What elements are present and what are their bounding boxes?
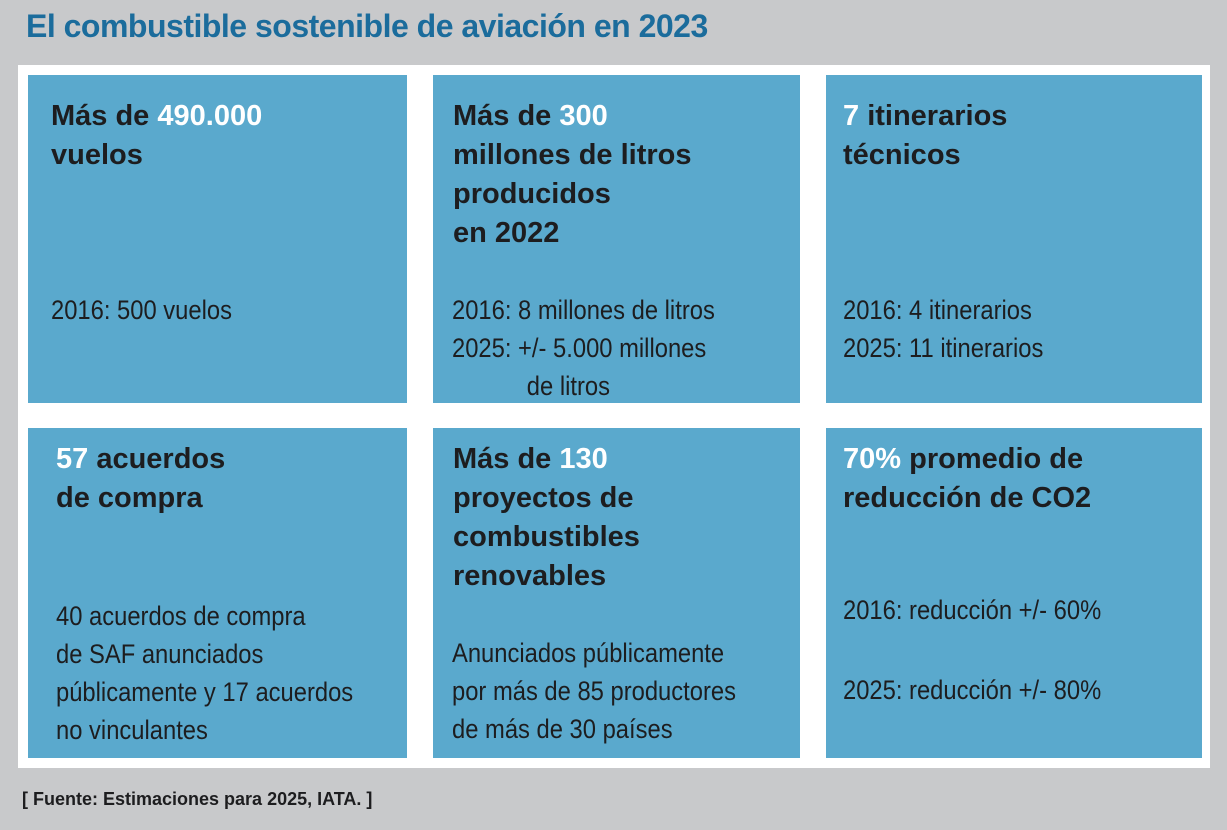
headline-highlight: 130 <box>559 443 608 475</box>
stats-grid: Más de 490.000 vuelos 2016: 500 vuelos M… <box>18 65 1210 768</box>
card-headline: Más de 490.000 vuelos <box>51 97 407 175</box>
detail-line: 2025: 11 itinerarios <box>843 333 1044 363</box>
headline-line: producidos <box>453 178 611 210</box>
headline-line: de compra <box>56 482 203 514</box>
detail-line: públicamente y 17 acuerdos <box>56 677 354 707</box>
headline-line: combustibles <box>453 521 640 553</box>
page-title: El combustible sostenible de aviación en… <box>26 8 708 44</box>
card-headline: 57 acuerdos de compra <box>56 440 407 518</box>
headline-suffix: acuerdos <box>88 443 226 475</box>
card-details: 2025: reducción +/- 80% <box>843 671 1101 709</box>
headline-highlight: 490.000 <box>157 100 263 132</box>
headline-line: en 2022 <box>453 217 560 249</box>
detail-line: 2025: reducción +/- 80% <box>843 675 1102 705</box>
detail-line: por más de 85 productores <box>452 676 736 706</box>
detail-line: no vinculantes <box>56 715 208 745</box>
headline-highlight: 57 <box>56 443 89 475</box>
card-details: 2016: 4 itinerarios 2025: 11 itinerarios <box>843 291 1043 367</box>
detail-line: de litros <box>526 371 611 401</box>
card-headline: 70% promedio de reducción de CO2 <box>843 440 1202 518</box>
card-proyectos: Más de 130 proyectos de combustibles ren… <box>433 428 800 758</box>
headline-prefix: Más de <box>453 443 560 475</box>
headline-line: técnicos <box>843 139 961 171</box>
card-headline: Más de 300 millones de litros producidos… <box>453 97 800 253</box>
card-headline: Más de 130 proyectos de combustibles ren… <box>453 440 800 596</box>
headline-prefix: Más de <box>51 100 158 132</box>
detail-line: 2016: 8 millones de litros <box>452 295 715 325</box>
headline-line: reducción de CO2 <box>843 482 1092 514</box>
detail-line: de SAF anunciados <box>56 639 264 669</box>
card-itinerarios: 7 itinerarios técnicos 2016: 4 itinerari… <box>826 75 1202 403</box>
card-vuelos: Más de 490.000 vuelos 2016: 500 vuelos <box>28 75 407 403</box>
detail-line: 2016: 500 vuelos <box>51 295 232 325</box>
card-details: Anunciados públicamente por más de 85 pr… <box>452 634 736 748</box>
headline-line: millones de litros <box>453 139 692 171</box>
card-headline: 7 itinerarios técnicos <box>843 97 1202 175</box>
detail-line: 2016: reducción +/- 60% <box>843 595 1102 625</box>
headline-line: vuelos <box>51 139 143 171</box>
source-note: [ Fuente: Estimaciones para 2025, IATA. … <box>22 789 373 809</box>
headline-prefix: Más de <box>453 100 560 132</box>
detail-line: de más de 30 países <box>452 714 673 744</box>
headline-highlight: 300 <box>559 100 608 132</box>
detail-line: 40 acuerdos de compra <box>56 601 306 631</box>
headline-highlight: 7 <box>843 100 860 132</box>
card-acuerdos: 57 acuerdos de compra 40 acuerdos de com… <box>28 428 407 758</box>
headline-highlight: 70% <box>843 443 902 475</box>
card-litros: Más de 300 millones de litros producidos… <box>433 75 800 403</box>
detail-line: 2016: 4 itinerarios <box>843 295 1032 325</box>
card-details: 2016: 500 vuelos <box>51 291 232 329</box>
headline-suffix: promedio de <box>901 443 1084 475</box>
headline-suffix: itinerarios <box>859 100 1008 132</box>
detail-line: Anunciados públicamente <box>452 638 725 668</box>
detail-line: 2025: +/- 5.000 millones <box>452 333 707 363</box>
card-reduccion: 70% promedio de reducción de CO2 2016: r… <box>826 428 1202 758</box>
headline-line: proyectos de <box>453 482 634 514</box>
headline-line: renovables <box>453 560 607 592</box>
card-details: 2016: 8 millones de litros 2025: +/- 5.0… <box>452 291 715 403</box>
card-details: 2016: reducción +/- 60% <box>843 591 1101 629</box>
card-details: 40 acuerdos de compra de SAF anunciados … <box>56 597 353 749</box>
